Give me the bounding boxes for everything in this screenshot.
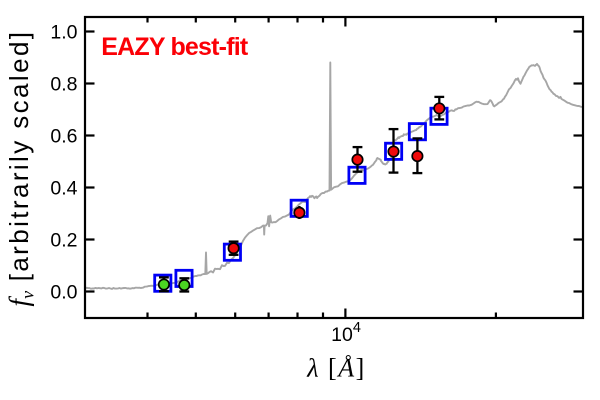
svg-text:λ [Å]: λ [Å] bbox=[306, 354, 366, 383]
svg-text:EAZY best-fit: EAZY best-fit bbox=[101, 33, 249, 61]
svg-text:fν [arbitrarily scaled]: fν [arbitrarily scaled] bbox=[4, 30, 38, 307]
svg-text:1.0: 1.0 bbox=[50, 21, 77, 43]
svg-text:0.8: 0.8 bbox=[50, 73, 77, 95]
svg-text:0.0: 0.0 bbox=[50, 281, 77, 303]
svg-text:0.4: 0.4 bbox=[50, 177, 77, 199]
svg-text:0.6: 0.6 bbox=[50, 125, 77, 147]
svg-text:0.2: 0.2 bbox=[50, 229, 77, 251]
